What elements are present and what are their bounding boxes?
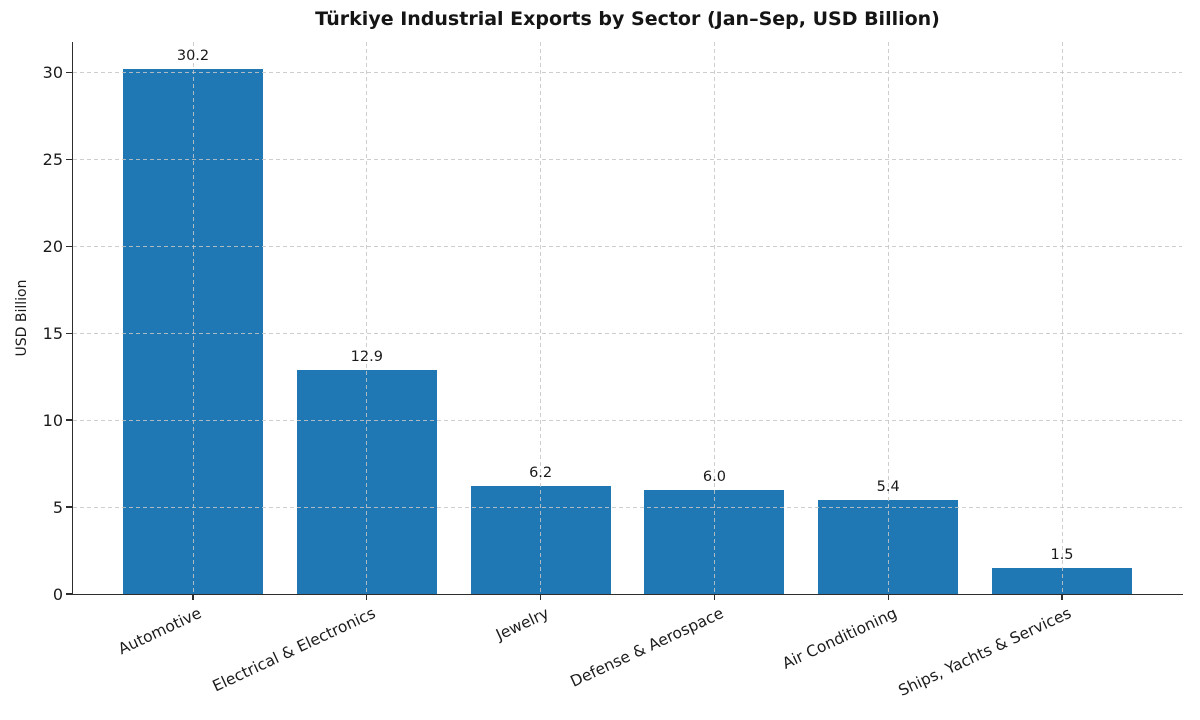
y-tick-label: 5 — [52, 497, 63, 517]
x-gridline — [713, 42, 715, 594]
y-gridline — [73, 419, 1182, 421]
y-tick-label: 20 — [42, 236, 63, 256]
x-tick-label: Automotive — [115, 604, 205, 659]
y-axis-spine — [72, 42, 74, 595]
y-gridline — [73, 72, 1182, 74]
bar-value-label: 30.2 — [176, 48, 210, 65]
y-gridline — [73, 159, 1182, 160]
bar-value-label: 6.0 — [702, 468, 726, 485]
y-tick-label: 15 — [42, 323, 63, 343]
y-tick-mark — [66, 245, 72, 248]
x-gridline — [540, 42, 542, 594]
y-tick-label: 0 — [52, 584, 63, 604]
chart-title: Türkiye Industrial Exports by Sector (Ja… — [315, 8, 940, 30]
x-tick-label: Defense & Aerospace — [567, 604, 727, 691]
x-gridline — [192, 42, 194, 594]
x-tick-label: Ships, Yachts & Services — [895, 604, 1074, 700]
bar-value-label: 6.2 — [529, 465, 553, 482]
x-axis-spine — [72, 594, 1183, 596]
y-tick-mark — [66, 71, 72, 74]
bar-value-label: 1.5 — [1050, 546, 1074, 563]
y-gridline — [73, 332, 1182, 334]
y-gridline — [73, 506, 1182, 508]
x-tick-label: Jewelry — [493, 604, 553, 645]
y-tick-mark — [66, 506, 72, 508]
x-tick-mark — [1061, 595, 1063, 600]
y-tick-label: 30 — [42, 63, 63, 83]
y-axis-label: USD Billion — [14, 279, 30, 357]
x-tick-label: Air Conditioning — [779, 604, 900, 673]
x-tick-mark — [713, 595, 716, 600]
x-tick-mark — [366, 595, 368, 600]
x-tick-mark — [192, 595, 194, 600]
y-tick-label: 25 — [42, 149, 63, 169]
x-tick-mark — [539, 595, 542, 600]
y-gridline — [73, 245, 1182, 247]
x-gridline — [1061, 42, 1063, 594]
plot-area: 30.2 12.9 6.2 6.0 5.4 1.5 — [73, 42, 1182, 594]
y-tick-mark — [66, 419, 72, 421]
x-gridline — [366, 42, 368, 594]
x-tick-label: Electrical & Electronics — [209, 604, 379, 696]
y-tick-mark — [66, 332, 72, 334]
x-gridline — [887, 42, 889, 594]
y-tick-mark — [66, 158, 72, 161]
bar-value-label: 12.9 — [350, 348, 383, 365]
x-tick-mark — [887, 595, 889, 600]
y-tick-label: 10 — [42, 410, 63, 430]
y-tick-mark — [66, 593, 72, 595]
bar-value-label: 5.4 — [876, 479, 900, 496]
